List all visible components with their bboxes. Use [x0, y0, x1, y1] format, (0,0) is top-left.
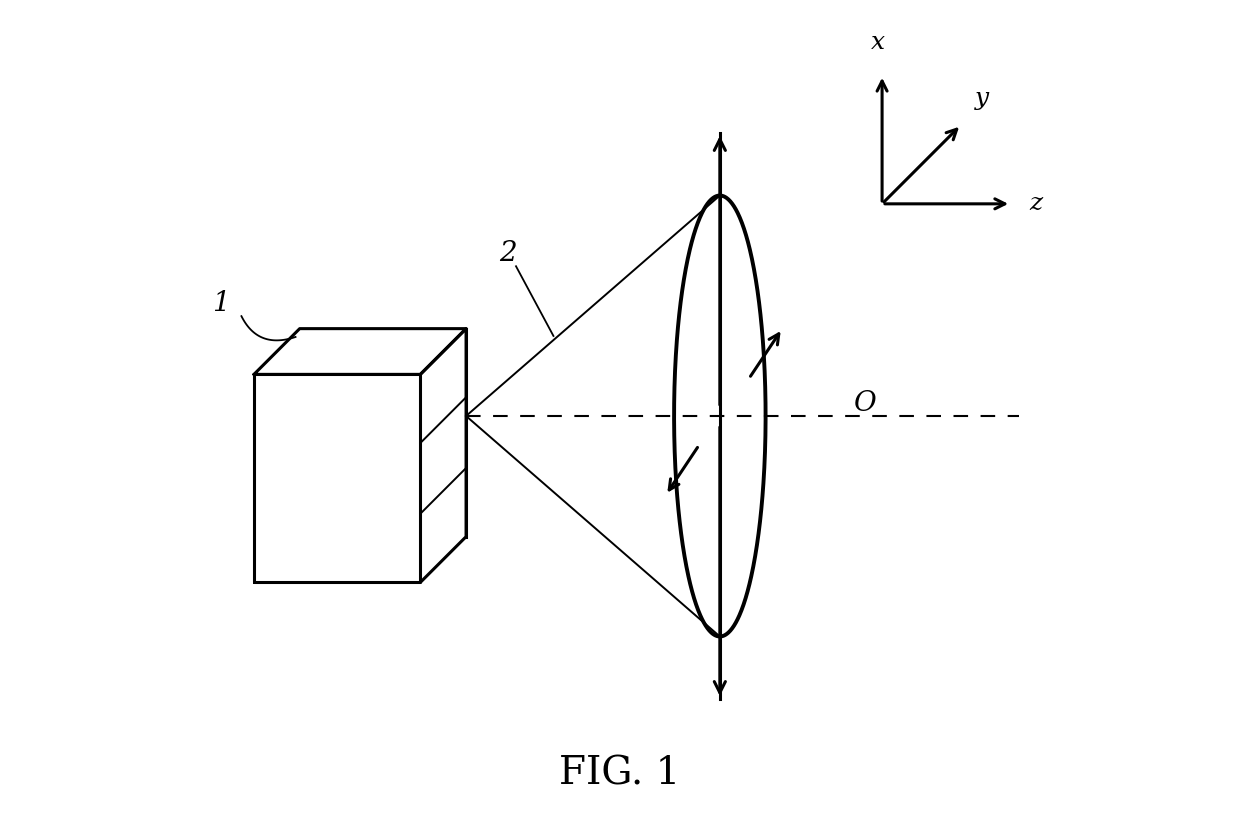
- Text: x: x: [870, 31, 885, 54]
- Text: 2: 2: [498, 240, 517, 267]
- Text: FIG. 1: FIG. 1: [559, 755, 681, 792]
- Text: z: z: [1029, 192, 1043, 215]
- Text: 1: 1: [212, 290, 229, 317]
- Text: y: y: [975, 87, 990, 110]
- Text: O: O: [854, 390, 877, 417]
